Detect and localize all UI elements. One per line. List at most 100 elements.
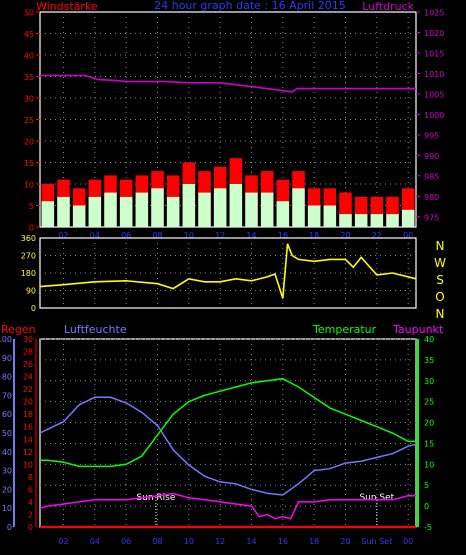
mean-wind-bar <box>151 188 164 227</box>
sun-event-label: Sun Set <box>359 493 394 503</box>
rain-tick-label: 22 <box>23 385 33 394</box>
rain-tick-label: 6 <box>28 485 33 494</box>
wind-x-tick-label: 10 <box>184 231 194 240</box>
humidity-tick-label: 10 <box>2 504 12 513</box>
wind-x-tick-label: 06 <box>121 231 131 240</box>
wind-x-axis: 02 04 06 08 10 12 14 16 18 20 22 00 <box>58 231 413 240</box>
pressure-tick-label: 1020 <box>424 29 444 38</box>
temp-tick-label: 20 <box>424 419 434 428</box>
mean-wind-bar <box>276 201 290 227</box>
rain-tick-label: 24 <box>23 373 33 382</box>
wind-tick-label: 0 <box>29 224 34 233</box>
sun-event-label: Sun Rise <box>136 493 175 503</box>
rain-tick-label: 4 <box>28 498 33 507</box>
wind-x-tick-label: 02 <box>58 231 68 240</box>
rain-tick-label: 18 <box>23 410 33 419</box>
wind-tick-label: 40 <box>24 52 34 61</box>
mean-wind-bar <box>72 205 86 227</box>
climate-x-tick-label: 02 <box>58 537 68 546</box>
wind-right-label: Luftdruck <box>362 0 414 13</box>
dewpoint-line <box>39 492 416 520</box>
climate-x-axis: 02 04 06 08 10 12 14 16 18 20 Sun Set 00 <box>58 537 413 546</box>
temp-tick-label: 10 <box>424 460 434 469</box>
humidity-tick-label: 100 <box>0 335 12 344</box>
wind-tick-label: 10 <box>24 181 34 190</box>
pressure-tick-label: 985 <box>424 172 439 181</box>
mean-wind-bar <box>166 196 180 227</box>
direction-tick-label: 360 <box>21 234 36 243</box>
temp-tick-label: 40 <box>424 335 434 344</box>
temp-tick-label: -5 <box>424 523 432 532</box>
humidity-tick-label: 60 <box>2 410 12 419</box>
wind-x-tick-label: 12 <box>215 231 225 240</box>
compass-letter: O <box>435 290 444 304</box>
pressure-line <box>40 74 416 93</box>
rain-tick-label: 8 <box>28 473 33 482</box>
climate-x-tick-label: 14 <box>246 537 256 546</box>
mean-wind-bar <box>88 196 102 227</box>
temp-tick-label: 30 <box>424 377 434 386</box>
compass-letter: N <box>436 307 445 321</box>
wind-x-tick-label: 00 <box>403 231 413 240</box>
humidity-tick-label: 20 <box>2 485 12 494</box>
rain-tick-label: 26 <box>23 360 33 369</box>
wind-x-tick-label: 22 <box>372 231 382 240</box>
mean-wind-bar <box>245 192 258 227</box>
wind-tick-label: 15 <box>24 159 34 168</box>
compass-letter: W <box>434 256 446 270</box>
temperature-line <box>40 377 416 468</box>
climate-axes: 0102030405060708090100024681012141618202… <box>0 335 434 532</box>
compass-letter: S <box>436 273 444 287</box>
climate-x-tick-label: 00 <box>403 537 413 546</box>
pressure-line-group <box>40 74 416 93</box>
climate-x-tick-label: 16 <box>278 537 288 546</box>
climate-x-tick-label: 10 <box>184 537 194 546</box>
pressure-tick-label: 980 <box>424 193 439 202</box>
humidity-tick-label: 30 <box>2 467 12 476</box>
humidity-tick-label: 90 <box>2 354 12 363</box>
climate-x-tick-label: 04 <box>90 537 100 546</box>
pressure-tick-label: 1010 <box>424 70 444 79</box>
wind-left-label: Windstärke <box>36 0 98 13</box>
wind-tick-label: 50 <box>24 9 34 18</box>
climate-panel: 0102030405060708090100024681012141618202… <box>0 323 444 546</box>
regen-label: Regen <box>1 323 36 336</box>
wind-tick-label: 35 <box>24 73 34 82</box>
mean-wind-bar <box>386 214 399 227</box>
rain-tick-label: 0 <box>28 523 33 532</box>
climate-x-tick-label: 18 <box>309 537 319 546</box>
rain-tick-label: 2 <box>28 510 33 519</box>
temp-tick-label: 35 <box>424 356 434 365</box>
temperatur-label: Temperatur <box>312 323 377 336</box>
direction-plot-frame <box>39 237 417 309</box>
mean-wind-bar <box>307 205 321 227</box>
rain-tick-label: 10 <box>23 460 33 469</box>
mean-wind-bar <box>135 192 149 227</box>
mean-wind-bar <box>354 214 368 227</box>
humidity-tick-label: 80 <box>2 373 12 382</box>
mean-wind-bar <box>119 196 133 227</box>
wind-bars <box>41 158 415 227</box>
direction-tick-label: 90 <box>26 287 36 296</box>
rain-tick-label: 16 <box>23 423 33 432</box>
luftfeuchte-label: Luftfeuchte <box>64 323 127 336</box>
wind-left-axis: 0 5 10 15 20 25 30 35 40 45 50 <box>24 9 40 233</box>
wind-tick-label: 30 <box>24 95 34 104</box>
climate-x-tick-label: 20 <box>340 537 350 546</box>
pressure-tick-label: 1005 <box>424 90 444 99</box>
pressure-right-axis: 975 980 985 990 995 1000 1005 1010 1015 1020 1025 <box>416 9 444 222</box>
wind-tick-label: 20 <box>24 138 34 147</box>
wind-x-tick-label: 16 <box>278 231 288 240</box>
mean-wind-bar <box>57 196 70 227</box>
mean-wind-bar <box>339 214 352 227</box>
mean-wind-bar <box>370 214 384 227</box>
pressure-tick-label: 1015 <box>424 49 444 58</box>
climate-x-tick-label: 08 <box>152 537 162 546</box>
humidity-tick-label: 70 <box>2 391 12 400</box>
pressure-tick-label: 1025 <box>424 9 444 18</box>
direction-tick-label: 270 <box>21 252 36 261</box>
pressure-tick-label: 990 <box>424 152 439 161</box>
